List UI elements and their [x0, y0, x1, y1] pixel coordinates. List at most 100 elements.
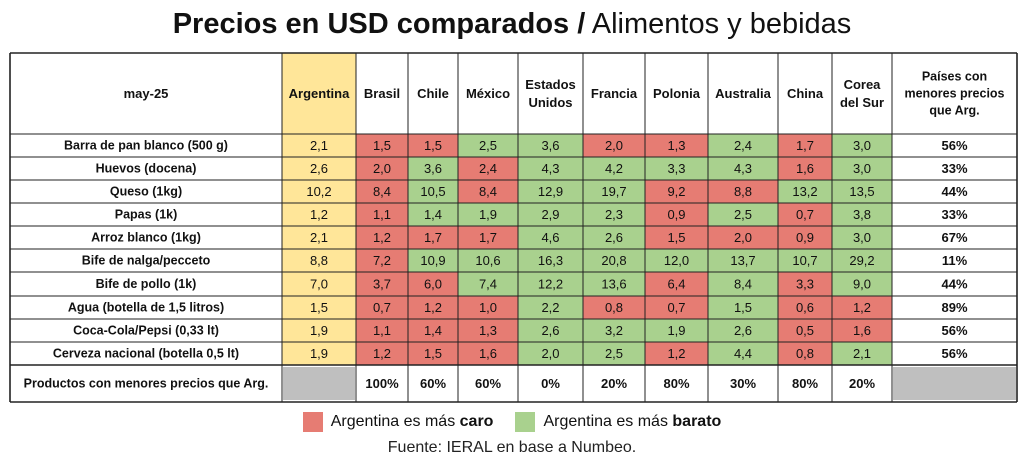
price-cell-0-5 — [583, 134, 645, 157]
price-cell-6-9 — [832, 272, 892, 296]
corner-label: may-25 — [124, 86, 169, 101]
price-cell-7-3 — [458, 296, 518, 319]
price-value-4-1: 1,2 — [373, 230, 391, 245]
price-value-5-8: 10,7 — [792, 253, 817, 268]
price-cell-3-1 — [356, 203, 408, 226]
price-value-3-9: 3,8 — [853, 207, 871, 222]
legend-label-caro: Argentina es más caro — [330, 413, 494, 430]
legend-swatch-barato — [515, 412, 536, 432]
price-value-1-5: 4,2 — [605, 161, 623, 176]
price-value-5-4: 16,3 — [538, 253, 563, 268]
price-value-6-2: 6,0 — [424, 277, 442, 292]
price-value-2-6: 9,2 — [667, 184, 685, 199]
price-cell-2-8 — [778, 180, 832, 203]
price-value-2-4: 12,9 — [538, 184, 563, 199]
price-cell-1-2 — [408, 157, 458, 180]
price-value-3-0: 1,2 — [310, 207, 328, 222]
price-cell-5-1 — [356, 249, 408, 272]
price-cell-3-6 — [645, 203, 708, 226]
price-cell-1-7 — [708, 157, 778, 180]
row-label-4: Arroz blanco (1kg) — [91, 231, 201, 245]
price-comparison-table: may-25 Argentina Brasil Chile México Estados U… — [9, 52, 1018, 403]
pct-value-9: 56% — [941, 346, 967, 361]
legend-item-barato: Argentina es más barato — [515, 412, 721, 432]
price-value-9-2: 1,5 — [424, 346, 442, 361]
legend-swatch-caro — [302, 412, 323, 432]
price-value-7-3: 1,0 — [479, 300, 497, 315]
chart-title-light: Alimentos y bebidas — [591, 8, 852, 40]
price-cell-5-8 — [778, 249, 832, 272]
price-cell-3-4 — [518, 203, 583, 226]
chart-title: Precios en USD comparados / Alimentos y … — [0, 4, 1024, 44]
price-value-5-1: 7,2 — [373, 253, 391, 268]
price-cell-1-6 — [645, 157, 708, 180]
row-label-0: Barra de pan blanco (500 g) — [64, 139, 228, 153]
price-cell-0-3 — [458, 134, 518, 157]
price-cell-4-2 — [408, 226, 458, 249]
price-cell-0-2 — [408, 134, 458, 157]
price-value-0-3: 2,5 — [479, 138, 497, 153]
price-value-9-0: 1,9 — [310, 346, 328, 361]
column-header-3: México — [466, 86, 510, 101]
row-label-6: Bife de pollo (1k) — [96, 277, 197, 291]
price-cell-6-6 — [645, 272, 708, 296]
price-value-2-9: 13,5 — [849, 184, 874, 199]
pct-value-7: 89% — [941, 300, 967, 315]
price-cell-1-9 — [832, 157, 892, 180]
price-cell-3-5 — [583, 203, 645, 226]
legend-item-caro: Argentina es más caro — [302, 412, 494, 432]
price-cell-8-8 — [778, 319, 832, 342]
footer-value-8: 80% — [792, 376, 818, 391]
footer-gray-cell-argentina — [283, 367, 355, 400]
price-value-0-0: 2,1 — [310, 138, 328, 153]
price-value-8-8: 0,5 — [796, 323, 814, 338]
column-header-6: Polonia — [653, 86, 701, 101]
price-value-8-7: 2,6 — [734, 323, 752, 338]
footer-value-3: 60% — [475, 376, 501, 391]
price-cell-9-6 — [645, 342, 708, 365]
price-cell-2-5 — [583, 180, 645, 203]
price-cell-8-2 — [408, 319, 458, 342]
column-header-1: Brasil — [364, 86, 400, 101]
price-cell-8-9 — [832, 319, 892, 342]
footer-value-2: 60% — [420, 376, 446, 391]
price-cell-5-2 — [408, 249, 458, 272]
price-cell-7-5 — [583, 296, 645, 319]
price-value-4-6: 1,5 — [667, 230, 685, 245]
price-cell-0-8 — [778, 134, 832, 157]
price-value-5-5: 20,8 — [601, 253, 626, 268]
price-cell-1-8 — [778, 157, 832, 180]
price-cell-7-7 — [708, 296, 778, 319]
price-value-9-7: 4,4 — [734, 346, 752, 361]
price-cell-4-9 — [832, 226, 892, 249]
column-header-pct: Países con menores precios que Arg. — [904, 70, 1004, 118]
price-value-4-3: 1,7 — [479, 230, 497, 245]
price-value-6-0: 7,0 — [310, 277, 328, 292]
pct-value-2: 44% — [941, 184, 967, 199]
price-value-9-6: 1,2 — [667, 346, 685, 361]
price-value-0-9: 3,0 — [853, 138, 871, 153]
price-value-6-1: 3,7 — [373, 277, 391, 292]
price-cell-1-3 — [458, 157, 518, 180]
pct-value-4: 67% — [941, 230, 967, 245]
price-cell-8-6 — [645, 319, 708, 342]
price-value-1-8: 1,6 — [796, 161, 814, 176]
price-value-1-0: 2,6 — [310, 161, 328, 176]
footer-value-9: 20% — [849, 376, 875, 391]
footer-label: Productos con menores precios que Arg. — [24, 377, 269, 391]
column-header-7: Australia — [715, 86, 771, 101]
price-value-1-7: 4,3 — [734, 161, 752, 176]
row-label-7: Agua (botella de 1,5 litros) — [68, 301, 224, 315]
price-cell-9-9 — [832, 342, 892, 365]
price-value-0-2: 1,5 — [424, 138, 442, 153]
price-value-2-1: 8,4 — [373, 184, 391, 199]
price-value-2-2: 10,5 — [420, 184, 445, 199]
price-cell-3-2 — [408, 203, 458, 226]
price-value-7-9: 1,2 — [853, 300, 871, 315]
legend: Argentina es más caro Argentina es más b… — [0, 410, 1024, 434]
argentina-column-highlight — [282, 53, 356, 365]
price-value-6-9: 9,0 — [853, 277, 871, 292]
price-cell-6-7 — [708, 272, 778, 296]
price-cell-1-1 — [356, 157, 408, 180]
source-note: Fuente: IERAL en base a Numbeo. — [387, 439, 637, 456]
